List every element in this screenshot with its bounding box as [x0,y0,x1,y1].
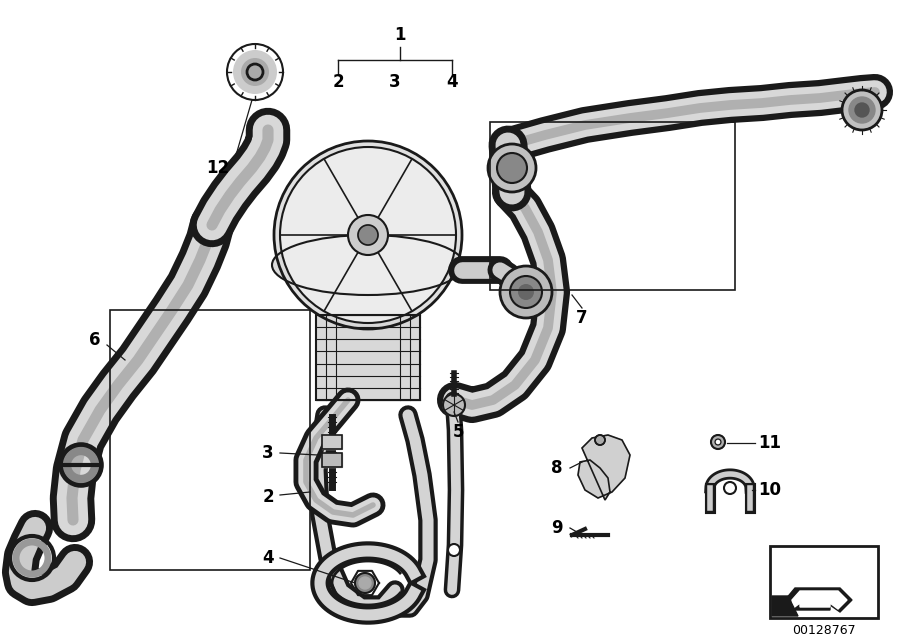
Circle shape [241,58,269,86]
Text: 4: 4 [446,73,458,91]
Circle shape [500,266,552,318]
Circle shape [842,90,882,130]
Text: 11: 11 [759,434,781,452]
Text: 9: 9 [551,519,562,537]
Ellipse shape [272,235,464,295]
Text: 5: 5 [452,423,464,441]
Circle shape [849,97,875,123]
Text: 3: 3 [389,73,400,91]
Circle shape [510,276,542,308]
Circle shape [711,435,725,449]
Text: 4: 4 [262,549,274,567]
Circle shape [724,482,736,494]
Text: 1: 1 [394,26,406,44]
Circle shape [497,153,527,183]
Bar [316,315,420,400]
Text: 2: 2 [332,73,344,91]
Circle shape [355,573,375,593]
Bar [322,435,342,449]
Circle shape [595,435,605,445]
Bar [322,453,342,467]
Text: 12: 12 [206,159,230,177]
Circle shape [348,215,388,255]
Text: 10: 10 [759,481,781,499]
Circle shape [359,577,371,589]
Circle shape [855,103,869,117]
Text: 00128767: 00128767 [792,623,856,636]
Bar [322,453,342,467]
Circle shape [233,50,277,94]
Text: 8: 8 [551,459,562,477]
Text: 2: 2 [262,488,274,506]
Polygon shape [785,588,852,612]
Circle shape [715,439,721,445]
Circle shape [280,147,456,323]
Polygon shape [772,596,798,616]
Polygon shape [792,591,847,609]
Circle shape [488,144,536,192]
Text: 7: 7 [576,309,588,327]
Circle shape [443,394,465,416]
Bar [770,546,878,618]
Bar [316,315,420,400]
Polygon shape [578,435,630,500]
Bar [490,122,735,290]
Bar [322,435,342,449]
Circle shape [518,284,534,300]
Circle shape [448,544,460,556]
Text: 3: 3 [262,444,274,462]
Text: 6: 6 [89,331,101,349]
Bar [110,310,310,570]
Circle shape [274,141,462,329]
Circle shape [358,225,378,245]
